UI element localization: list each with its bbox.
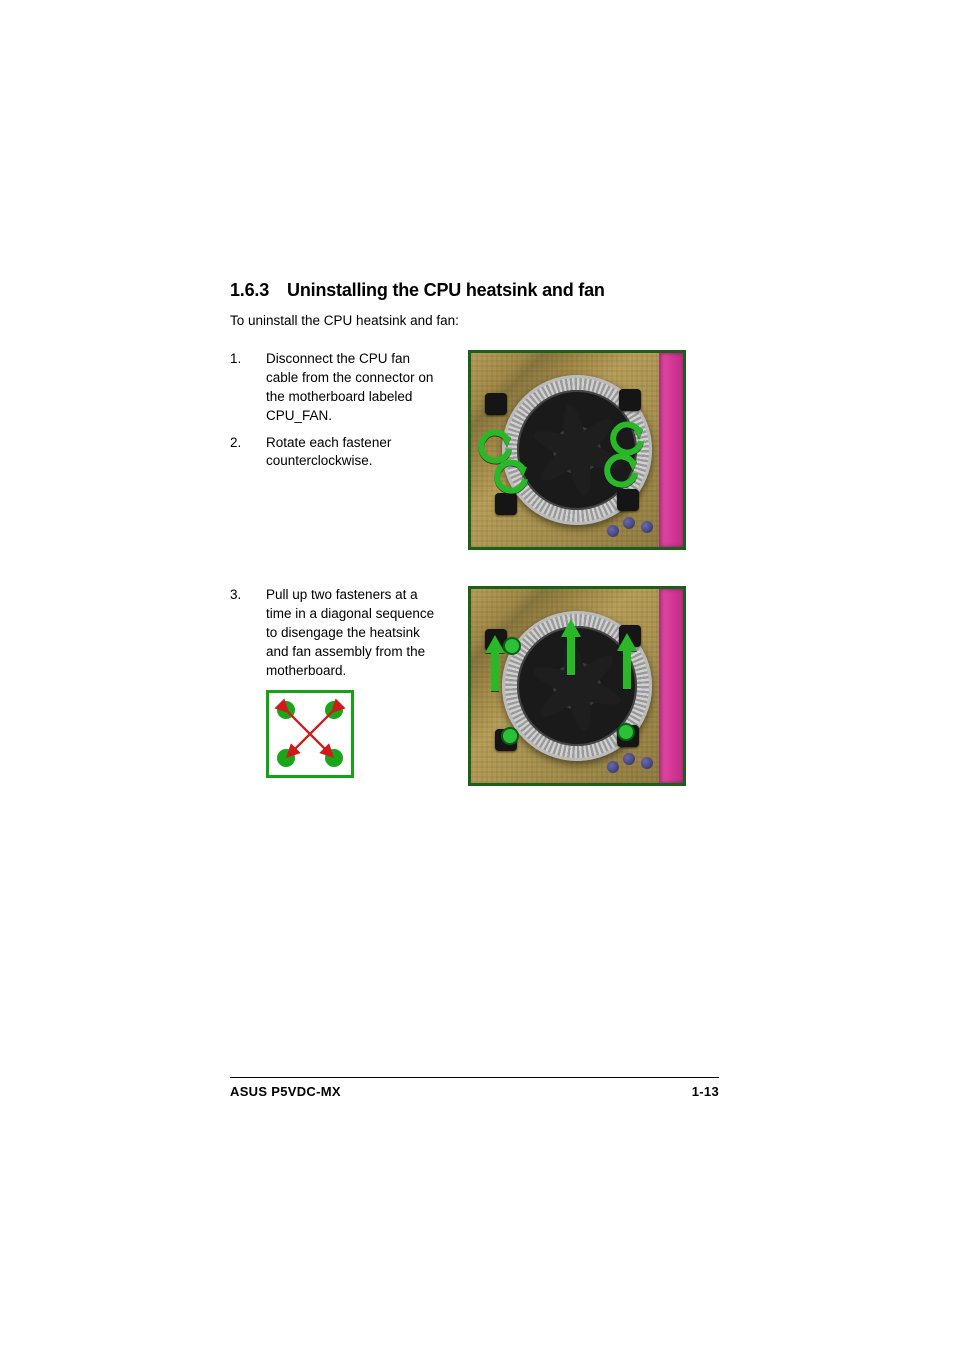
row-steps-1-2: 1. Disconnect the CPU fan cable from the… — [230, 350, 719, 550]
heading-title: Uninstalling the CPU heatsink and fan — [287, 280, 605, 300]
heading-number: 1.6.3 — [230, 280, 269, 300]
section-heading: 1.6.3 Uninstalling the CPU heatsink and f… — [230, 280, 719, 301]
intro-text: To uninstall the CPU heatsink and fan: — [230, 313, 719, 328]
capacitor-icon — [607, 761, 619, 773]
green-dot-icon — [505, 639, 519, 653]
step-text: Disconnect the CPU fan cable from the co… — [266, 350, 440, 426]
green-dot-icon — [619, 725, 633, 739]
step-number: 2. — [230, 434, 266, 472]
rotate-arrow-icon — [493, 455, 533, 495]
fastener-post — [495, 493, 517, 515]
list-item: 3. Pull up two fasteners at a time in a … — [230, 586, 440, 680]
fastener-post — [617, 489, 639, 511]
up-arrow-icon — [617, 633, 637, 689]
step-text: Pull up two fasteners at a time in a dia… — [266, 586, 440, 680]
step-number: 3. — [230, 586, 266, 680]
rotate-arrow-icon — [603, 449, 643, 489]
capacitor-icon — [641, 521, 653, 533]
photo-rotate-fasteners — [468, 350, 686, 550]
footer-product: ASUS P5VDC-MX — [230, 1084, 341, 1099]
step-number: 1. — [230, 350, 266, 426]
up-arrow-icon — [485, 635, 505, 691]
ram-slot — [659, 589, 683, 783]
ram-slot — [659, 353, 683, 547]
up-arrow-icon — [561, 619, 581, 675]
capacitor-icon — [623, 753, 635, 765]
fastener-post — [485, 393, 507, 415]
green-dot-icon — [503, 729, 517, 743]
page-footer: ASUS P5VDC-MX 1-13 — [230, 1077, 719, 1099]
list-item: 2. Rotate each fastener counterclockwise… — [230, 434, 440, 472]
photo-pull-fasteners — [468, 586, 686, 786]
step-text: Rotate each fastener counterclockwise. — [266, 434, 440, 472]
capacitor-icon — [623, 517, 635, 529]
steps-list-a: 1. Disconnect the CPU fan cable from the… — [230, 350, 440, 471]
fastener-post — [619, 389, 641, 411]
capacitor-icon — [641, 757, 653, 769]
capacitor-icon — [607, 525, 619, 537]
row-step-3: 3. Pull up two fasteners at a time in a … — [230, 586, 719, 786]
diagram-cross-arrows — [269, 693, 351, 775]
diagonal-sequence-diagram — [266, 690, 354, 778]
footer-page-number: 1-13 — [692, 1084, 719, 1099]
steps-list-b: 3. Pull up two fasteners at a time in a … — [230, 586, 440, 680]
list-item: 1. Disconnect the CPU fan cable from the… — [230, 350, 440, 426]
